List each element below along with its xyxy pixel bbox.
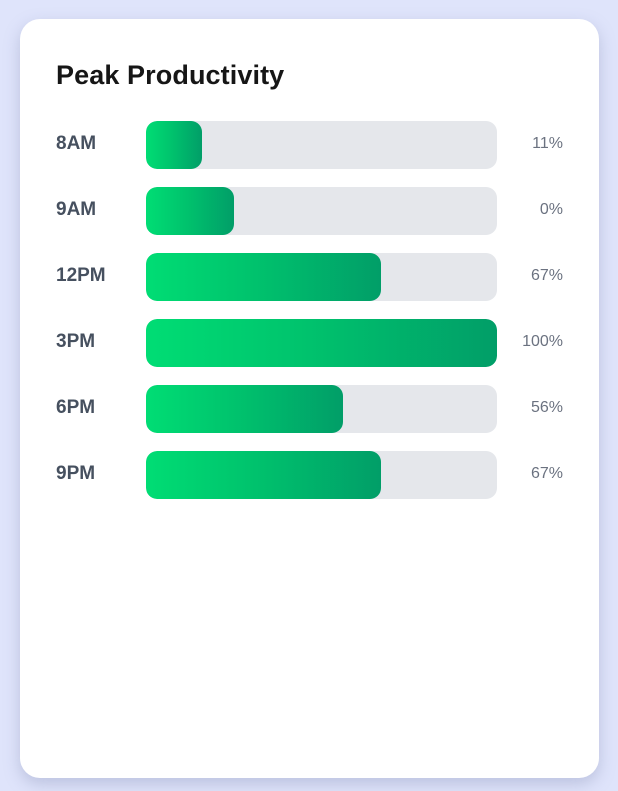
percent-value: 56%	[530, 399, 563, 416]
bar-row-6pm: 6PM 56%	[20, 383, 599, 449]
percent-value: 11%	[532, 135, 563, 152]
bar-row-12pm: 12PM 67%	[20, 251, 599, 317]
time-label: 6PM	[56, 397, 96, 418]
percent-value: 67%	[530, 267, 563, 284]
percent-value: 100%	[522, 333, 563, 350]
peak-productivity-card: Peak Productivity 8AM 11% 9AM 0% 12PM 67…	[20, 19, 599, 778]
percent-value: 67%	[530, 465, 563, 482]
bar-row-8am: 8AM 11%	[20, 119, 599, 185]
bar-fill	[146, 187, 234, 235]
productivity-bar-list: 8AM 11% 9AM 0% 12PM 67% 3PM 100% 6PM 56%…	[20, 119, 599, 515]
percent-value: 0%	[539, 201, 563, 218]
time-label: 12PM	[56, 265, 106, 286]
bar-track	[146, 451, 497, 499]
time-label: 9PM	[56, 463, 96, 484]
bar-track	[146, 319, 497, 367]
card-title: Peak Productivity	[56, 60, 285, 90]
bar-fill	[146, 121, 202, 169]
bar-row-9pm: 9PM 67%	[20, 449, 599, 515]
time-label: 9AM	[56, 199, 97, 220]
bar-row-3pm: 3PM 100%	[20, 317, 599, 383]
bar-fill	[146, 451, 381, 499]
bar-row-9am: 9AM 0%	[20, 185, 599, 251]
bar-track	[146, 385, 497, 433]
bar-track	[146, 253, 497, 301]
bar-fill	[146, 253, 381, 301]
bar-track	[146, 121, 497, 169]
bar-fill	[146, 385, 343, 433]
time-label: 8AM	[56, 133, 97, 154]
bar-fill	[146, 319, 497, 367]
time-label: 3PM	[56, 331, 96, 352]
bar-track	[146, 187, 497, 235]
